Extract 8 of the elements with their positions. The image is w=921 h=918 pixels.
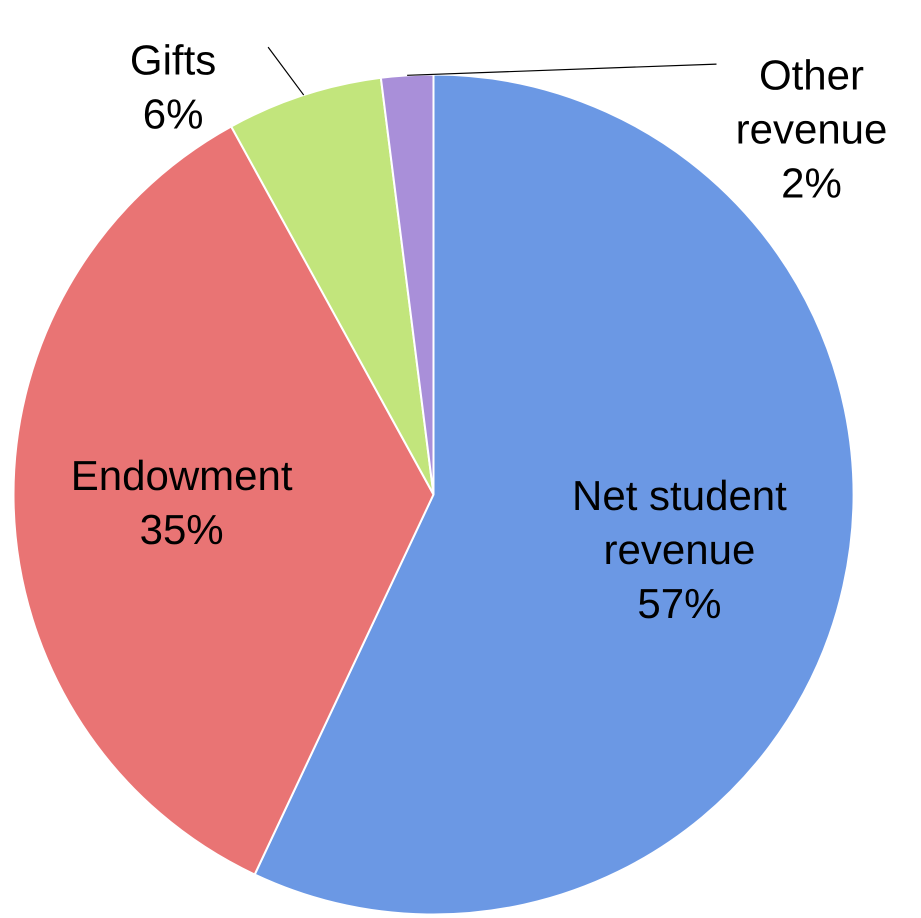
slice-label: Gifts: [130, 36, 216, 84]
data-label: 6%: [142, 90, 204, 138]
slice-label: Endowment: [70, 452, 293, 499]
data-label: 57%: [637, 580, 722, 628]
data-label: 35%: [140, 506, 224, 553]
data-label: 2%: [781, 160, 842, 207]
slice-label: Net student revenue: [572, 472, 788, 573]
slice-label: Other revenue: [736, 52, 888, 153]
